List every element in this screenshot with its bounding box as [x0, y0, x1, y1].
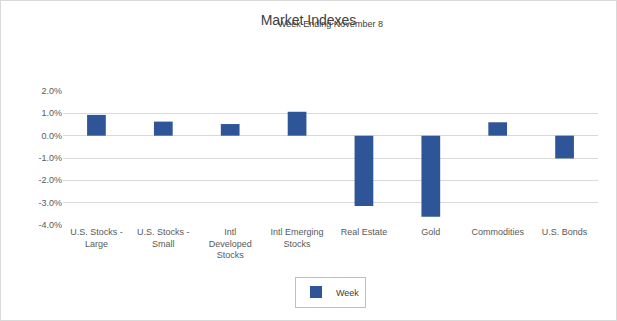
svg-text:Week Ending November 8: Week Ending November 8 — [278, 19, 383, 29]
svg-text:Commodities: Commodities — [471, 227, 524, 237]
svg-text:-1.0%: -1.0% — [38, 153, 62, 163]
svg-text:U.S. Stocks -Large: U.S. Stocks -Large — [70, 227, 123, 249]
svg-text:0.0%: 0.0% — [41, 131, 62, 141]
svg-text:U.S. Bonds: U.S. Bonds — [542, 227, 588, 237]
svg-text:Real Estate: Real Estate — [341, 227, 388, 237]
svg-text:Market Indexes: Market Indexes — [261, 12, 357, 28]
svg-text:1.0%: 1.0% — [41, 108, 62, 118]
svg-text:Intl EmergingStocks: Intl EmergingStocks — [271, 227, 324, 249]
svg-text:Week: Week — [336, 288, 359, 298]
svg-text:-3.0%: -3.0% — [38, 198, 62, 208]
svg-text:IntlDevelopedStocks: IntlDevelopedStocks — [209, 227, 252, 260]
svg-text:-2.0%: -2.0% — [38, 175, 62, 185]
svg-text:-4.0%: -4.0% — [38, 220, 62, 230]
svg-text:2.0%: 2.0% — [41, 86, 62, 96]
svg-text:U.S. Stocks -Small: U.S. Stocks -Small — [137, 227, 190, 249]
svg-text:Gold: Gold — [421, 227, 440, 237]
